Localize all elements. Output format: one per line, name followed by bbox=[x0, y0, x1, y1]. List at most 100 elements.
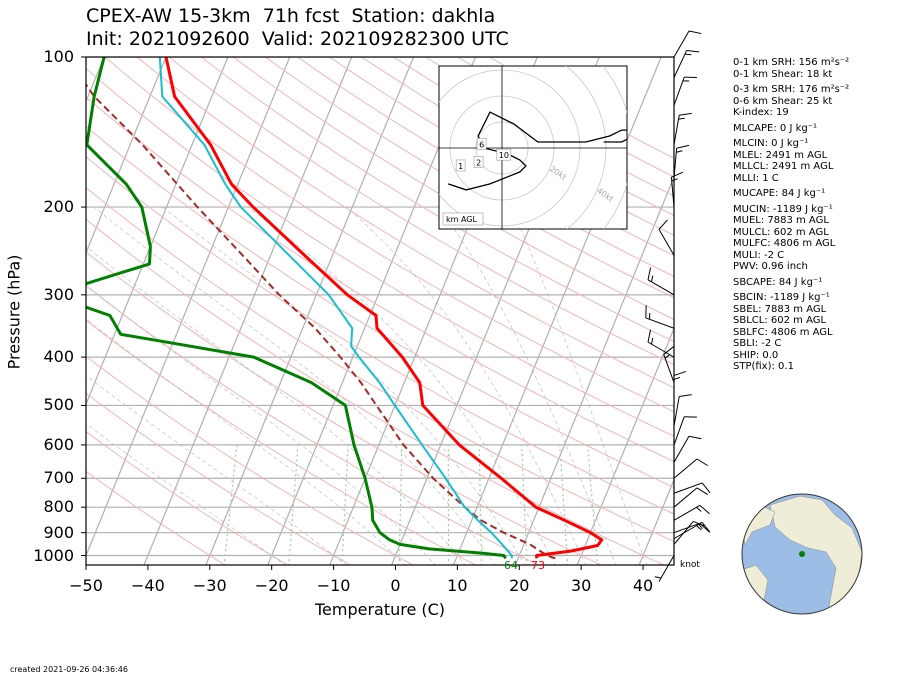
wind-barb bbox=[673, 482, 711, 494]
wind-barb-flag bbox=[701, 482, 711, 494]
dry-adiabat-line bbox=[104, 57, 674, 413]
isotherm-line bbox=[86, 57, 167, 255]
wind-barb-flag bbox=[679, 112, 692, 116]
wind-barb-staff bbox=[673, 521, 703, 534]
wind-barb-half-flag bbox=[673, 376, 681, 380]
stat-line: 0-3 km SRH: 176 m²s⁻² bbox=[733, 84, 850, 95]
wind-barb-half-flag bbox=[676, 150, 683, 153]
wind-barb bbox=[673, 416, 697, 446]
dry-adiabat-line bbox=[168, 57, 674, 366]
station-marker bbox=[799, 551, 805, 557]
x-tick-label: 40 bbox=[632, 576, 654, 595]
wind-barb-staff bbox=[673, 523, 701, 540]
hodograph-ring-label: 60kt bbox=[642, 208, 662, 226]
isotherm-line bbox=[514, 175, 674, 565]
wind-barb bbox=[673, 112, 692, 145]
wind-barb bbox=[673, 487, 709, 508]
dry-adiabat-line bbox=[86, 251, 603, 565]
wind-barb-staff bbox=[647, 279, 675, 296]
created-timestamp: created 2021-09-26 04:36:46 bbox=[10, 665, 128, 674]
dry-adiabat-line bbox=[264, 57, 674, 299]
hodograph-height-label: 2 bbox=[476, 158, 481, 167]
stat-line: 0-1 km SRH: 156 m²s⁻² bbox=[733, 57, 850, 68]
stat-line: SBCAPE: 84 J kg⁻¹ bbox=[733, 276, 823, 288]
stability-indices-panel: 0-1 km SRH: 156 m²s⁻² 0-1 km Shear: 18 kt… bbox=[733, 57, 903, 373]
wind-barb-staff bbox=[673, 416, 685, 446]
stat-line: MULFC: 4806 m AGL bbox=[733, 238, 836, 249]
chart-title-line1: CPEX-AW 15-3km 71h fcst Station: dakhla bbox=[86, 5, 496, 27]
x-tick-label: −30 bbox=[192, 576, 227, 595]
x-tick-label: 10 bbox=[447, 576, 468, 595]
hodograph-unit-box bbox=[442, 212, 484, 226]
wind-barb bbox=[673, 520, 706, 545]
stat-line: MLEL: 2491 m AGL bbox=[733, 149, 828, 161]
dewpoint-profile bbox=[86, 57, 507, 560]
moist-adiabat-line bbox=[86, 318, 407, 565]
stat-line: MLLI: 1 C bbox=[733, 172, 779, 184]
wind-barb bbox=[673, 458, 709, 479]
location-globe bbox=[741, 493, 863, 615]
hodograph-height-label: 6 bbox=[479, 140, 484, 149]
y-tick-label: 400 bbox=[43, 347, 74, 367]
hodograph-height-box bbox=[476, 138, 487, 150]
stat-line: PWV: 0.96 inch bbox=[733, 261, 808, 272]
hodograph-height-box bbox=[473, 156, 484, 168]
stat-line: SBCIN: -1189 J kg⁻¹ bbox=[733, 292, 830, 303]
mixing-ratio-line bbox=[288, 444, 299, 565]
dry-adiabat-line bbox=[86, 125, 674, 488]
wind-barb bbox=[670, 171, 684, 208]
wind-barb bbox=[673, 76, 697, 106]
stat-line: STP(fix): 0.1 bbox=[733, 361, 794, 372]
chart-title-line2: Init: 2021092600 Valid: 202109282300 UTC bbox=[86, 28, 509, 50]
parcel-profile bbox=[86, 82, 556, 560]
dry-adiabat-line bbox=[136, 57, 674, 389]
wind-barb-staff bbox=[673, 30, 690, 58]
wind-barb-half-flag bbox=[671, 178, 678, 182]
hodograph-frame bbox=[438, 65, 628, 230]
sounding-profiles bbox=[86, 57, 604, 560]
hodograph-ring-label: 80kt bbox=[689, 230, 709, 248]
wind-barb-flag bbox=[688, 435, 702, 440]
temperature-profile bbox=[164, 57, 604, 559]
y-tick-label: 500 bbox=[43, 395, 74, 415]
wind-barb bbox=[658, 219, 675, 256]
mixing-ratio-line bbox=[398, 444, 403, 565]
wind-barb-half-flag bbox=[696, 525, 702, 531]
stat-line: MUEL: 7883 m AGL bbox=[733, 215, 829, 226]
wind-barb-flag bbox=[673, 370, 687, 376]
isotherm-line bbox=[86, 57, 291, 558]
moist-adiabat-line bbox=[162, 206, 526, 565]
y-tick-label: 100 bbox=[43, 47, 74, 66]
x-tick-label: −10 bbox=[316, 576, 351, 595]
wind-barb bbox=[673, 504, 710, 521]
stat-line: MLCAPE: 0 J kg⁻¹ bbox=[733, 122, 818, 134]
y-tick-label: 1000 bbox=[33, 545, 74, 565]
isotherm-line bbox=[86, 57, 229, 406]
wind-barb-flag bbox=[699, 523, 710, 533]
stat-line: MULI: -2 C bbox=[733, 249, 785, 261]
wind-barb-flag bbox=[696, 487, 709, 495]
wetbulb-profile bbox=[158, 57, 513, 559]
y-tick-label: 900 bbox=[43, 522, 74, 542]
wind-barb bbox=[673, 144, 690, 179]
hodograph-unit-label: km AGL bbox=[446, 215, 478, 224]
background-lines bbox=[86, 57, 674, 565]
wind-barb bbox=[673, 49, 700, 78]
stat-line: MUCAPE: 84 J kg⁻¹ bbox=[733, 188, 826, 199]
stat-line: SHIP: 0.0 bbox=[733, 349, 779, 361]
dry-adiabat-line bbox=[232, 57, 674, 320]
wind-barb-staff bbox=[673, 396, 680, 427]
wind-barb-flag bbox=[647, 329, 652, 343]
dry-adiabat-line bbox=[86, 319, 477, 565]
wind-barb-staff bbox=[647, 341, 675, 358]
stat-line: 0-6 km Shear: 25 kt bbox=[733, 95, 833, 107]
wind-barb-staff bbox=[673, 76, 685, 106]
stat-line: 0-1 km Shear: 18 kt bbox=[733, 68, 833, 80]
globe-outline bbox=[741, 493, 863, 615]
plot-border bbox=[85, 56, 675, 566]
surface-dewpoint-label: 64 bbox=[504, 559, 518, 572]
wind-barbs bbox=[645, 30, 711, 582]
